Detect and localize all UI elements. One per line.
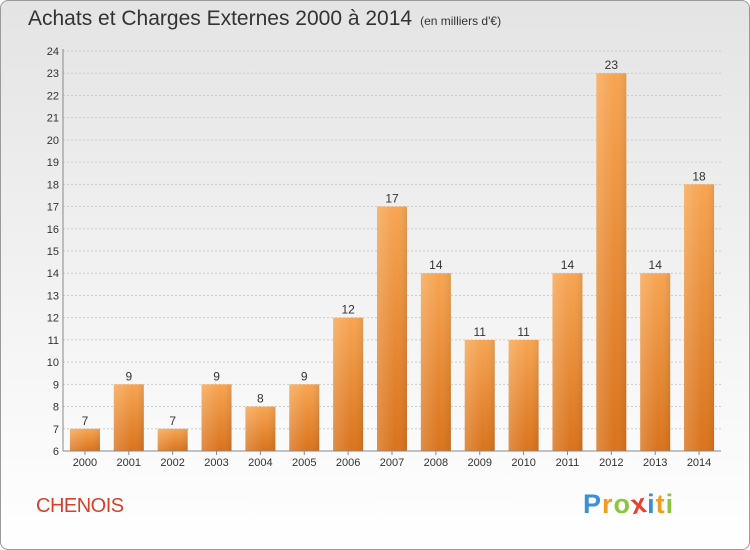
bar-shade xyxy=(552,273,583,451)
value-label: 14 xyxy=(429,258,443,272)
y-ticks: 6 7 8 9 10 11 12 13 14 15 16 17 18 19 20 21 22 23 24 xyxy=(47,46,59,458)
bar-shade xyxy=(508,339,539,451)
y-tick-label: 10 xyxy=(47,357,59,369)
value-label: 9 xyxy=(213,369,220,383)
logo-letter: P xyxy=(583,489,603,519)
value-label: 8 xyxy=(257,392,264,406)
value-label: 18 xyxy=(692,169,706,183)
value-label: 11 xyxy=(473,325,486,339)
y-tick-label: 15 xyxy=(47,246,59,258)
x-tick-label: 2004 xyxy=(248,457,272,469)
x-tick-label: 2009 xyxy=(467,457,491,469)
x-tick-label: 2012 xyxy=(599,457,623,469)
value-label: 14 xyxy=(649,258,663,272)
bar-shade xyxy=(245,406,276,451)
bar-shade xyxy=(333,317,364,451)
y-tick-label: 11 xyxy=(48,335,59,347)
value-label: 9 xyxy=(301,369,308,383)
y-tick-label: 22 xyxy=(47,90,59,102)
y-tick-label: 13 xyxy=(47,290,59,302)
y-tick-label: 17 xyxy=(47,202,59,214)
y-tick-label: 20 xyxy=(47,135,59,147)
logo-letter: i xyxy=(665,489,675,519)
place-name: CHENOIS xyxy=(36,495,124,517)
y-tick-label: 19 xyxy=(47,157,59,169)
value-label: 23 xyxy=(605,58,619,72)
value-label: 17 xyxy=(385,192,399,206)
x-tick-label: 2007 xyxy=(380,457,404,469)
value-label: 14 xyxy=(561,258,575,272)
bar-shade xyxy=(640,273,671,451)
x-tick-label: 2000 xyxy=(73,457,97,469)
value-label: 9 xyxy=(125,369,132,383)
chart-title-text: Achats et Charges Externes 2000 à 2014 xyxy=(28,7,413,30)
y-tick-label: 24 xyxy=(47,46,59,58)
x-tick-label: 2005 xyxy=(292,457,316,469)
y-tick-label: 7 xyxy=(53,424,59,436)
chart-title: Achats et Charges Externes 2000 à 2014 (e… xyxy=(28,7,501,31)
logo-letter: o xyxy=(613,489,632,519)
y-tick-label: 16 xyxy=(47,224,59,236)
x-tick-label: 2010 xyxy=(511,457,535,469)
x-tick-label: 2001 xyxy=(117,457,141,469)
bar-shade xyxy=(201,384,232,451)
x-ticks: 2000 2001 2002 2003 2004 2005 2006 2007 2008 2009… xyxy=(73,451,711,469)
y-tick-label: 6 xyxy=(53,446,59,458)
y-tick-label: 8 xyxy=(53,402,59,414)
x-tick-label: 2014 xyxy=(687,457,711,469)
bar-shade xyxy=(420,273,451,451)
value-label: 12 xyxy=(341,303,355,317)
logo-letter: i xyxy=(647,489,656,519)
bar-shade xyxy=(684,184,715,452)
bar-shade xyxy=(157,428,188,451)
bar-shade xyxy=(113,384,144,451)
y-tick-label: 9 xyxy=(53,379,59,391)
value-label: 7 xyxy=(169,414,176,428)
bar-shade xyxy=(289,384,320,451)
bar-shade xyxy=(377,206,407,451)
logo-letter: r xyxy=(602,489,614,519)
value-label: 7 xyxy=(82,414,89,428)
y-tick-label: 12 xyxy=(47,313,59,325)
x-tick-label: 2002 xyxy=(160,457,184,469)
bars xyxy=(69,73,715,452)
proxiti-logo: Proxiti xyxy=(583,488,675,520)
y-tick-label: 21 xyxy=(47,113,59,125)
y-tick-label: 14 xyxy=(47,268,59,280)
x-tick-label: 2006 xyxy=(336,457,360,469)
logo-letter: t xyxy=(655,489,666,519)
x-tick-label: 2008 xyxy=(424,457,448,469)
bar-shade xyxy=(596,73,627,451)
value-labels: 7 9 7 9 8 9 12 17 14 11 11 14 23 14 18 xyxy=(82,58,706,428)
bar-shade xyxy=(69,428,100,451)
x-tick-label: 2011 xyxy=(556,457,580,469)
x-tick-label: 2013 xyxy=(643,457,667,469)
chart-subtitle: (en milliers d'€) xyxy=(420,14,502,28)
value-label: 11 xyxy=(517,325,530,339)
y-tick-label: 18 xyxy=(47,179,59,191)
bar-shade xyxy=(464,339,495,451)
y-tick-label: 23 xyxy=(47,68,59,80)
x-tick-label: 2003 xyxy=(204,457,228,469)
